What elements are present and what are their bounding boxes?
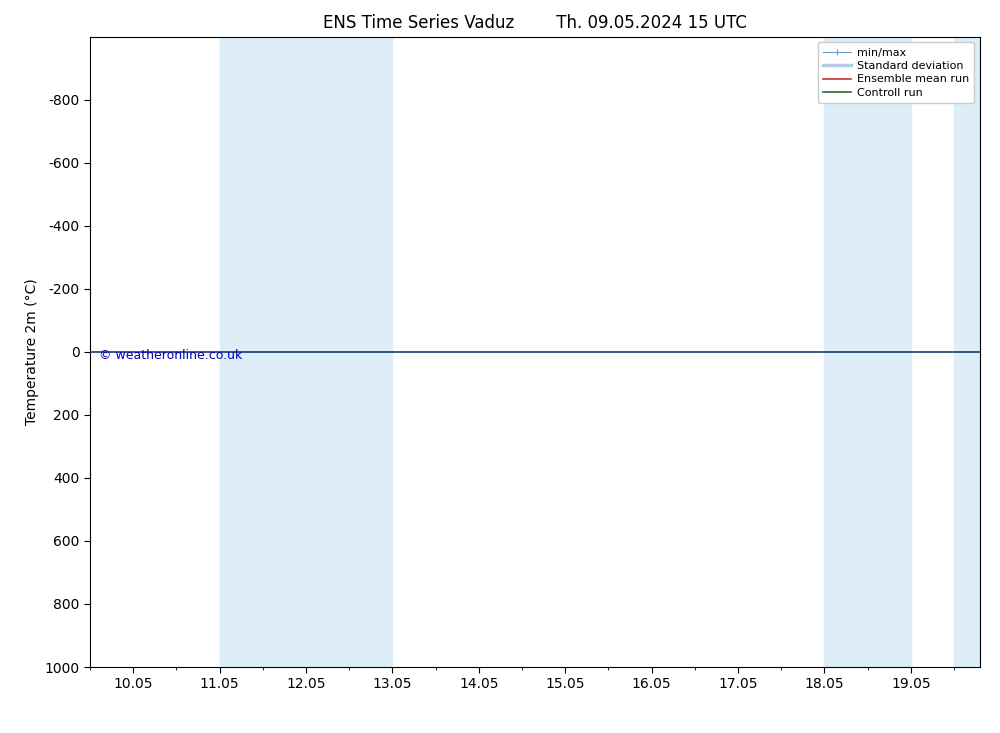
Text: © weatheronline.co.uk: © weatheronline.co.uk: [99, 349, 242, 361]
Y-axis label: Temperature 2m (°C): Temperature 2m (°C): [25, 279, 39, 425]
Title: ENS Time Series Vaduz        Th. 09.05.2024 15 UTC: ENS Time Series Vaduz Th. 09.05.2024 15 …: [323, 15, 747, 32]
Bar: [954, 37, 980, 667]
Bar: [220, 37, 392, 667]
Legend: min/max, Standard deviation, Ensemble mean run, Controll run: min/max, Standard deviation, Ensemble me…: [818, 43, 974, 103]
Bar: [824, 37, 911, 667]
